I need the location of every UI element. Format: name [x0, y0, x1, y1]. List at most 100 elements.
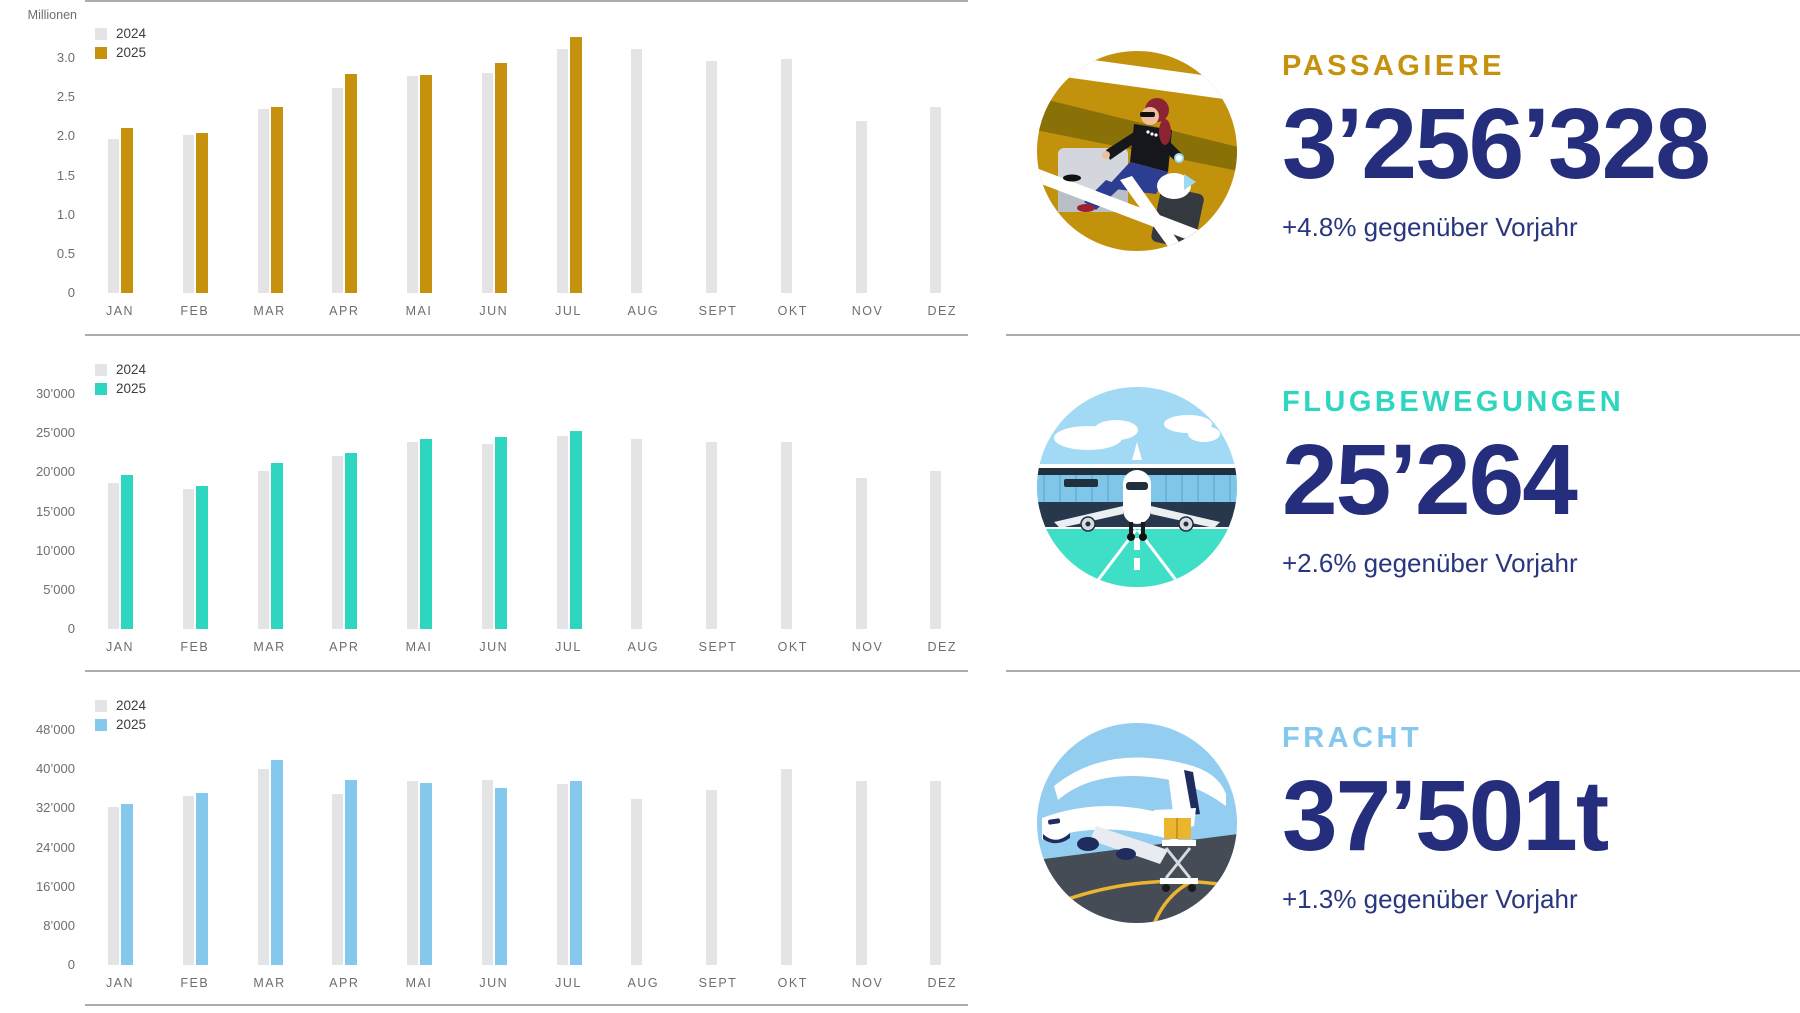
bar-2024-mai: [407, 441, 418, 629]
bar-2024-jul: [556, 783, 568, 965]
legend-item-2025: 2025: [95, 381, 147, 396]
stat-title: FLUGBEWEGUNGEN: [1282, 386, 1625, 418]
plot-area-freight: 48’000 40’000 32’000 24’000 16’000 8’000 0 JAN F…: [0, 672, 968, 1013]
bar-2024-sept: [706, 790, 717, 965]
bar-2025-jul: [569, 781, 582, 965]
bar-2024-mar: [257, 108, 269, 293]
x-tick-label: FEB: [180, 304, 210, 318]
legend-label-2025: 2025: [116, 45, 147, 60]
x-tick-label: AUG: [627, 640, 660, 654]
legend-label-2025: 2025: [116, 381, 147, 396]
bar-2024-okt: [780, 769, 792, 965]
cargo-aircraft-illustration: [1036, 722, 1238, 924]
x-tick-label: DEZ: [927, 304, 957, 318]
bar-2025-jun: [494, 788, 507, 965]
bar-2024-dez: [930, 107, 942, 293]
y-tick-label: 2.5: [56, 89, 75, 105]
bar-2024-jan: [108, 807, 119, 965]
x-tick-label: MAI: [405, 304, 433, 318]
chart-section-freight: 2024 2025 48’000 40’000 32’000 24’000 16’000…: [0, 672, 968, 1013]
bar-2024-mai: [407, 780, 418, 965]
legend-item-2024: 2024: [95, 698, 147, 713]
x-tick-label: MAI: [405, 640, 433, 654]
x-tick-label: FEB: [180, 640, 210, 654]
stat-value: 37’501t: [1282, 760, 1609, 872]
chart-legend: 2024 2025: [95, 698, 147, 738]
bar-2025-feb: [195, 793, 208, 965]
bar-2024-nov: [855, 478, 867, 629]
bar-2024-mar: [257, 470, 269, 629]
passenger-lounge-illustration: [1036, 50, 1238, 252]
bar-2025-jul: [569, 430, 582, 629]
bar-2024-dez: [930, 471, 942, 629]
bar-2024-jun: [481, 780, 493, 965]
divider: [1006, 334, 1800, 336]
bar-2025-mar: [270, 462, 283, 629]
x-tick-label: JUL: [555, 304, 582, 318]
stat-title: FRACHT: [1282, 722, 1423, 754]
bar-2024-feb: [182, 488, 194, 629]
chart-section-passengers: Millionen 2024 2025 3.0 2.5 2.0 1.5 1.0 0.5 0 J…: [0, 0, 968, 336]
bar-2025-feb: [195, 133, 208, 293]
legend-swatch-2025: [95, 383, 107, 395]
bar-2025-mar: [270, 107, 283, 293]
x-tick-label: AUG: [627, 304, 660, 318]
y-tick-label: 3.0: [56, 50, 75, 65]
chart-section-flight-movements: 2024 2025 30’000 25’000 20’000 15’000 10’000…: [0, 336, 968, 672]
x-tick-label: DEZ: [927, 976, 957, 990]
x-tick-label: JUL: [555, 976, 582, 990]
stat-delta: +1.3% gegenüber Vorjahr: [1282, 884, 1578, 914]
x-tick-label: MAR: [253, 640, 286, 654]
stat-value: 25’264: [1282, 424, 1578, 536]
y-tick-label: 32’000: [35, 800, 75, 816]
legend-item-2024: 2024: [95, 27, 146, 40]
x-tick-label: APR: [329, 640, 360, 654]
bar-2024-apr: [332, 455, 344, 629]
bar-2024-jun: [481, 443, 493, 629]
legend-item-2025: 2025: [95, 717, 147, 732]
x-tick-label: SEPT: [698, 640, 738, 654]
bar-2025-mar: [270, 760, 283, 965]
legend-item-2024: 2024: [95, 362, 147, 377]
bar-2024-jun: [481, 72, 493, 293]
legend-label-2024: 2024: [116, 698, 147, 713]
stat-title: PASSAGIERE: [1282, 50, 1506, 82]
bar-2024-aug: [631, 49, 643, 293]
legend-item-2025: 2025: [95, 45, 147, 60]
y-tick-label: 20’000: [35, 464, 75, 480]
bar-2024-okt: [780, 441, 792, 629]
legend-label-2025: 2025: [116, 717, 147, 732]
x-tick-label: AUG: [627, 976, 660, 990]
bar-2025-mai: [420, 439, 432, 629]
legend-label-2024: 2024: [116, 362, 147, 377]
plot-area-flight-movements: 30’000 25’000 20’000 15’000 10’000 5’000 0 JAN F…: [0, 336, 968, 672]
x-tick-label: OKT: [777, 640, 808, 654]
bar-2025-jan: [121, 803, 133, 965]
y-tick-label: 2.0: [56, 128, 75, 144]
divider: [85, 1004, 968, 1006]
stat-card-flight-movements: FLUGBEWEGUNGEN 25’264 +2.6% gegenüber Vo…: [0, 336, 1800, 672]
x-tick-label: JAN: [105, 640, 135, 654]
x-tick-label: DEZ: [927, 640, 957, 654]
bar-2024-apr: [332, 87, 344, 293]
bar-2024-dez: [930, 780, 942, 965]
bar-2025-jan: [121, 128, 133, 293]
bar-2025-feb: [195, 486, 208, 629]
y-tick-label: 1.0: [56, 206, 75, 222]
x-tick-label: NOV: [851, 640, 884, 654]
bar-2024-mar: [257, 769, 269, 965]
y-tick-label: 0: [67, 957, 75, 973]
x-tick-label: MAI: [405, 976, 433, 990]
x-tick-label: JUN: [479, 304, 509, 318]
divider: [85, 334, 968, 336]
bar-2024-nov: [855, 121, 867, 293]
x-tick-label: APR: [329, 304, 360, 318]
legend-swatch-2024: [95, 364, 107, 376]
chart-legend: 2024 2025: [95, 27, 147, 66]
bar-2025-apr: [345, 74, 358, 293]
x-tick-label: MAR: [253, 976, 286, 990]
x-tick-label: JUN: [479, 976, 509, 990]
y-tick-label: 0: [67, 621, 75, 637]
bar-2025-mai: [420, 75, 432, 293]
bar-2024-aug: [631, 439, 643, 629]
